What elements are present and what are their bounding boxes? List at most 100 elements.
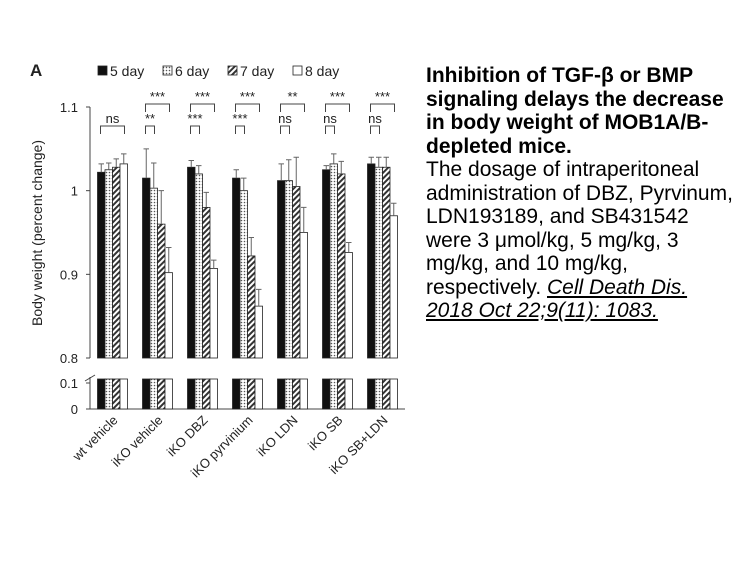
significance-label: ns (106, 111, 120, 126)
y-tick-label: 0.9 (60, 267, 78, 282)
bar (194, 173, 203, 359)
bar (157, 223, 166, 359)
legend-swatch (162, 65, 173, 76)
bar (337, 173, 346, 359)
caption-title: Inhibition of TGF-β or BMP signaling del… (426, 64, 724, 158)
bar-stub (157, 378, 166, 410)
y-tick-label: 0.8 (60, 351, 78, 366)
bar-stub (337, 378, 346, 410)
bar-stub (97, 378, 106, 410)
error-bar (278, 163, 284, 181)
bar-stub (277, 378, 286, 410)
y-tick-label: 1.1 (60, 100, 78, 115)
legend-swatch (227, 65, 238, 76)
significance-label: ns (278, 111, 292, 126)
error-bar (188, 160, 194, 168)
bar-stub (382, 378, 391, 410)
legend-label: 5 day (110, 63, 144, 79)
y-tick-label: 0 (71, 402, 78, 417)
error-bar (286, 159, 292, 181)
bar-stub (232, 378, 241, 410)
bar-stub (292, 378, 301, 410)
bar-stub (142, 378, 151, 410)
error-bar (293, 156, 299, 187)
significance-bracket (325, 125, 335, 134)
error-bar (121, 153, 127, 164)
significance-bracket (145, 103, 170, 112)
bar-stub (164, 378, 173, 410)
bar-stub (149, 378, 158, 410)
significance-bracket (235, 125, 245, 134)
error-bar (248, 237, 254, 256)
bar (382, 166, 391, 359)
significance-bracket (190, 125, 200, 134)
bar (284, 180, 293, 359)
bar-stub (284, 378, 293, 410)
significance-bracket (145, 125, 155, 134)
significance-bracket (370, 125, 380, 134)
error-bar (346, 242, 352, 253)
bar-stub (322, 378, 331, 410)
significance-bracket (280, 103, 305, 112)
bar-stub (329, 378, 338, 410)
significance-label: ns (323, 111, 337, 126)
legend-swatch (97, 65, 108, 76)
bar (292, 186, 301, 359)
bar-stub (104, 378, 113, 410)
bar (239, 190, 248, 359)
significance-bracket (325, 103, 350, 112)
legend-label: 8 day (305, 63, 339, 79)
caption-body: The dosage of intraperitoneal administra… (426, 158, 733, 299)
chart: A Body weight (percent change) 0.8 0.9 1 1.… (29, 61, 405, 480)
error-bar (233, 169, 239, 179)
bar (119, 163, 128, 359)
x-tick-label: iKO SB (305, 413, 346, 454)
significance-bracket (280, 125, 290, 134)
bar (187, 166, 196, 359)
bar (112, 166, 121, 359)
significance-label: *** (375, 89, 390, 104)
bar-stub (299, 378, 308, 410)
significance-label: *** (150, 89, 165, 104)
bar (322, 169, 331, 359)
bar-stub (344, 378, 353, 410)
error-bar (368, 156, 374, 164)
caption-citation: Cell Death Dis. 2018 Oct 22;9(11): 1083. (426, 275, 688, 323)
significance-label: ns (368, 111, 382, 126)
bar (367, 163, 376, 359)
significance-bracket (370, 103, 395, 112)
error-bar (203, 191, 209, 208)
bar-stub (202, 378, 211, 410)
panel-label: A (30, 61, 42, 80)
bar-stub (239, 378, 248, 410)
legend-label: 7 day (240, 63, 274, 79)
x-tick-label: iKO LDN (254, 413, 301, 460)
error-bar (158, 190, 164, 225)
bar (254, 305, 263, 359)
legend-label: 6 day (175, 63, 209, 79)
significance-bracket (190, 103, 215, 112)
significance-label: *** (195, 89, 210, 104)
x-tick-label: iKO DBZ (164, 412, 211, 459)
error-bar (301, 206, 307, 233)
error-bar (383, 156, 389, 168)
error-bar (151, 162, 157, 189)
y-tick-label: 0.1 (60, 376, 78, 391)
error-bar (106, 162, 112, 170)
error-bar (323, 165, 329, 170)
bar-stub (119, 378, 128, 410)
y-tick-label: 1 (71, 184, 78, 199)
significance-label: *** (330, 89, 345, 104)
bar (232, 177, 241, 359)
bar (374, 166, 383, 359)
significance-label: *** (232, 111, 247, 126)
error-bar (331, 153, 337, 164)
bar (97, 171, 106, 359)
significance-label: *** (240, 89, 255, 104)
y-axis-label: Body weight (percent change) (29, 140, 45, 326)
significance-label: ** (145, 111, 155, 126)
bar (149, 187, 158, 359)
bar (104, 169, 113, 359)
error-bar (166, 247, 172, 273)
